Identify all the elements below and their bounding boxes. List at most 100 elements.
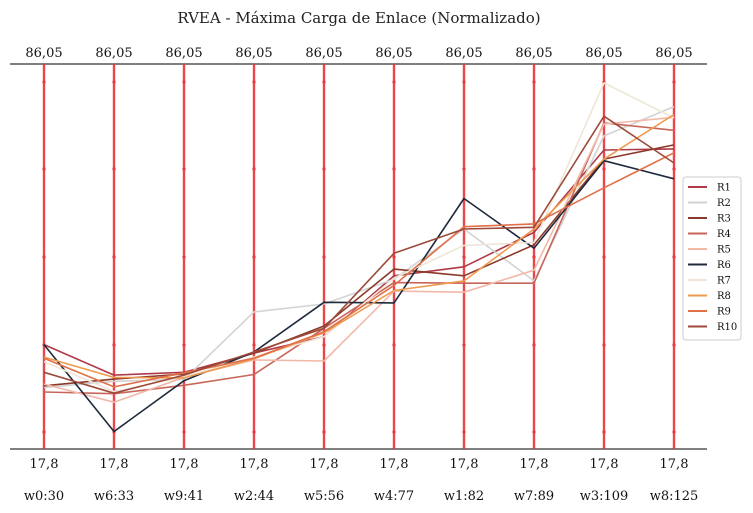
category-label: w1:82	[444, 489, 484, 504]
axis-min-label: 17,8	[30, 457, 59, 472]
category-label: w2:44	[234, 489, 274, 504]
axis-marker	[532, 255, 536, 259]
axis-marker	[672, 343, 676, 347]
axis-marker	[252, 167, 256, 171]
axis-marker	[672, 167, 676, 171]
series-line-r3	[43, 144, 675, 387]
axis-max-label: 86,05	[515, 46, 552, 61]
legend-label-r10: R10	[717, 322, 737, 333]
series-line-r6	[43, 159, 675, 433]
series-line-r5	[43, 116, 675, 404]
axis-marker	[462, 80, 466, 84]
axis-max-label: 86,05	[165, 46, 202, 61]
legend-label-r5: R5	[717, 245, 731, 256]
axis-min-label: 17,8	[310, 457, 339, 472]
legend-label-r3: R3	[717, 214, 731, 225]
axis-marker	[672, 430, 676, 434]
axis-max-label: 86,05	[95, 46, 132, 61]
axis-max-label: 86,05	[375, 46, 412, 61]
axis-marker	[322, 255, 326, 259]
axis-max-label: 86,05	[655, 46, 692, 61]
axis-marker	[112, 255, 116, 259]
legend-label-r8: R8	[717, 291, 731, 302]
axis-marker	[42, 430, 46, 434]
axis-marker	[112, 343, 116, 347]
category-label: w7:89	[514, 489, 554, 504]
axis-marker	[252, 80, 256, 84]
axis-min-label: 17,8	[590, 457, 619, 472]
legend-label-r1: R1	[717, 183, 731, 194]
axis-marker	[182, 343, 186, 347]
axis-labels-group: 86,05 17,8 w0:30 86,05 17,8 w6:33 86,05 17,8 w9:…	[24, 46, 698, 504]
axis-marker	[602, 343, 606, 347]
axis-marker	[532, 430, 536, 434]
category-label: w6:33	[94, 489, 134, 504]
axis-min-label: 17,8	[100, 457, 129, 472]
axis-marker	[602, 430, 606, 434]
axis-min-label: 17,8	[240, 457, 269, 472]
axis-min-label: 17,8	[170, 457, 199, 472]
legend-label-r6: R6	[717, 260, 731, 271]
axis-marker	[252, 430, 256, 434]
axis-marker	[42, 255, 46, 259]
axis-max-label: 86,05	[235, 46, 272, 61]
axis-marker	[672, 80, 676, 84]
axis-marker	[392, 343, 396, 347]
axis-marker	[42, 167, 46, 171]
axis-marker	[322, 80, 326, 84]
axis-marker	[602, 167, 606, 171]
axis-max-label: 86,05	[25, 46, 62, 61]
axis-marker	[392, 255, 396, 259]
legend-label-r4: R4	[717, 229, 731, 240]
axis-min-label: 17,8	[520, 457, 549, 472]
legend-box	[682, 176, 742, 341]
axis-marker	[252, 343, 256, 347]
axis-min-label: 17,8	[450, 457, 479, 472]
legend-label-r7: R7	[717, 276, 731, 287]
axis-marker	[322, 167, 326, 171]
series-line-r7	[43, 82, 675, 393]
axis-marker	[462, 255, 466, 259]
axis-marker	[532, 343, 536, 347]
axis-min-label: 17,8	[660, 457, 689, 472]
series-line-r4	[43, 122, 675, 395]
series-line-r8	[43, 113, 675, 379]
category-label: w3:109	[580, 489, 629, 504]
axis-marker	[182, 167, 186, 171]
axis-marker	[322, 343, 326, 347]
category-label: w9:41	[164, 489, 204, 504]
axis-marker	[392, 167, 396, 171]
axis-marker	[112, 80, 116, 84]
series-lines-group	[43, 82, 675, 433]
axis-marker	[462, 343, 466, 347]
series-line-r9	[43, 152, 675, 388]
legend-label-r9: R9	[717, 307, 731, 318]
axis-marker	[42, 80, 46, 84]
axis-marker	[392, 430, 396, 434]
axis-marker	[322, 430, 326, 434]
axis-marker	[462, 430, 466, 434]
axis-marker	[182, 255, 186, 259]
axis-min-label: 17,8	[380, 457, 409, 472]
axis-max-label: 86,05	[585, 46, 622, 61]
axis-marker	[462, 167, 466, 171]
chart-title: RVEA - Máxima Carga de Enlace (Normaliza…	[177, 9, 540, 27]
axis-marker	[392, 80, 396, 84]
axis-marker	[532, 80, 536, 84]
axis-max-label: 86,05	[305, 46, 342, 61]
series-line-r2	[43, 105, 675, 389]
axis-max-label: 86,05	[445, 46, 482, 61]
axis-marker	[182, 430, 186, 434]
axis-marker	[672, 255, 676, 259]
axis-marker	[112, 167, 116, 171]
axis-marker	[532, 167, 536, 171]
category-label: w5:56	[304, 489, 344, 504]
category-label: w0:30	[24, 489, 64, 504]
axis-marker	[252, 255, 256, 259]
axis-marker	[182, 80, 186, 84]
category-label: w8:125	[650, 489, 699, 504]
category-label: w4:77	[374, 489, 414, 504]
legend-label-r2: R2	[717, 198, 731, 209]
series-line-r10	[43, 115, 675, 395]
